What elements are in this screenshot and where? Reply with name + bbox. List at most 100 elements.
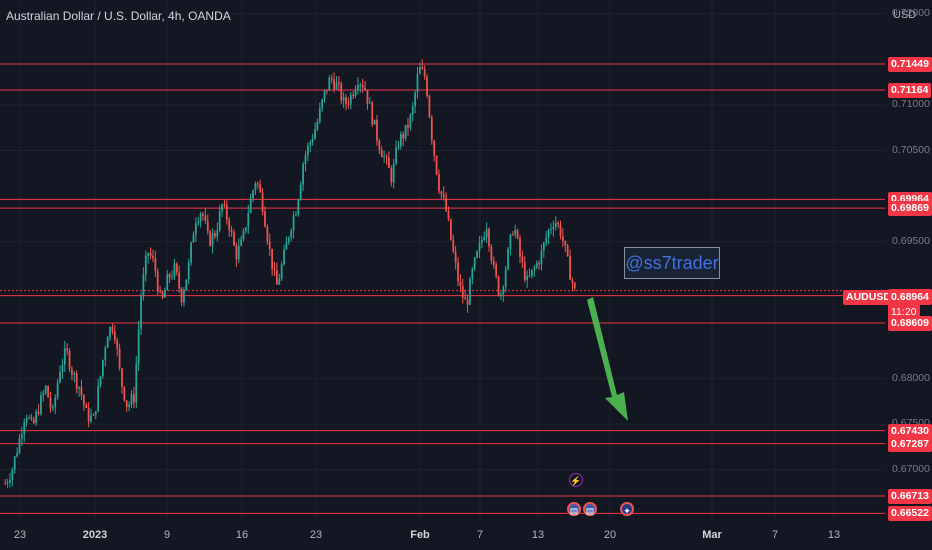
candle-body	[73, 373, 76, 375]
candle-body	[445, 197, 447, 211]
candle-body	[562, 235, 564, 241]
candle-body	[111, 326, 114, 332]
candle-body	[113, 331, 116, 341]
chart-title: Australian Dollar / U.S. Dollar, 4h, OAN…	[6, 9, 231, 23]
candle-body	[433, 140, 436, 156]
lightning-event-icon[interactable]: ⚡	[569, 473, 583, 487]
candle-body	[390, 167, 393, 183]
price-axis-label: 0.67000	[892, 462, 930, 475]
candle-body	[290, 230, 293, 238]
current-price-label: 0.68964	[888, 290, 932, 305]
candle-body	[128, 404, 131, 407]
candle-body	[23, 422, 26, 435]
candle-body	[302, 163, 304, 185]
candle-body	[528, 275, 531, 277]
candle-body	[316, 122, 319, 130]
date-axis-label: 16	[235, 529, 249, 541]
candle-body	[376, 119, 378, 141]
candle-body	[42, 393, 45, 396]
candle-body	[268, 241, 271, 249]
candle-body	[435, 155, 438, 175]
candle-body	[9, 480, 11, 483]
candle-body	[56, 382, 59, 398]
candle-body	[440, 191, 443, 195]
candle-body	[178, 272, 181, 289]
candle-body	[395, 147, 397, 164]
candle-body	[304, 155, 307, 164]
price-axis-label: 0.70500	[892, 143, 930, 156]
candle-body	[564, 240, 567, 246]
candle-body	[78, 387, 80, 389]
candle-body	[318, 108, 321, 123]
candle-body	[349, 94, 352, 105]
candle-body	[573, 282, 576, 289]
candle-body	[256, 183, 259, 185]
candle-body	[242, 230, 245, 240]
au-flag-event-icon[interactable]: ✦	[620, 502, 634, 516]
candle-body	[156, 271, 159, 292]
candle-body	[187, 262, 190, 280]
candle-body	[168, 274, 171, 278]
candle-body	[82, 395, 85, 405]
candle-body	[519, 237, 521, 257]
candle-body	[383, 156, 386, 158]
candle-body	[507, 248, 509, 270]
candle-body	[421, 67, 424, 69]
us-flag-event-icon[interactable]: ▤	[583, 502, 597, 516]
candle-body	[90, 415, 92, 422]
candle-body	[476, 251, 478, 258]
candle-body	[13, 456, 16, 470]
candle-body	[526, 275, 529, 280]
candle-body	[173, 263, 176, 277]
candle-body	[337, 82, 340, 84]
bar-countdown: 11:20	[888, 305, 920, 319]
candle-body	[283, 249, 285, 265]
candle-body	[271, 248, 274, 270]
candle-body	[511, 234, 514, 236]
candle-body	[259, 183, 262, 193]
us-flag-event-icon[interactable]: ▤	[567, 502, 581, 516]
candle-body	[345, 97, 347, 104]
candle-body	[71, 369, 73, 375]
candle-body	[192, 234, 195, 243]
candle-body	[447, 210, 450, 220]
candle-body	[123, 386, 126, 401]
candle-body	[190, 242, 192, 263]
candle-body	[237, 245, 240, 260]
candle-body	[28, 417, 30, 419]
candle-body	[461, 286, 464, 298]
candle-body	[306, 145, 309, 156]
candle-body	[509, 234, 512, 249]
date-axis-label: 7	[771, 529, 779, 541]
candle-body	[32, 419, 35, 424]
candle-body	[569, 255, 571, 280]
candle-body	[118, 348, 121, 369]
candle-body	[66, 348, 69, 351]
date-axis-label: 23	[13, 529, 27, 541]
candle-body	[264, 211, 266, 227]
candle-body	[378, 140, 381, 151]
candle-body	[287, 237, 290, 243]
level-price-label: 0.67287	[888, 436, 932, 452]
candle-body	[47, 385, 49, 398]
candle-body	[471, 269, 474, 280]
candle-body	[59, 371, 61, 383]
candle-body	[278, 278, 281, 285]
candle-body	[140, 296, 142, 330]
candle-body	[557, 222, 560, 225]
candle-body	[504, 269, 507, 288]
candle-body	[373, 119, 376, 125]
candle-body	[380, 150, 383, 158]
date-axis-label: 23	[309, 529, 323, 541]
candle-body	[80, 387, 83, 396]
candle-body	[152, 256, 154, 259]
candle-body	[571, 279, 574, 283]
candle-body	[321, 99, 324, 109]
candle-body	[438, 174, 440, 192]
candle-body	[240, 239, 243, 246]
candle-body	[488, 228, 490, 247]
date-axis-label: 2023	[82, 529, 108, 541]
date-axis-label: 13	[531, 529, 545, 541]
